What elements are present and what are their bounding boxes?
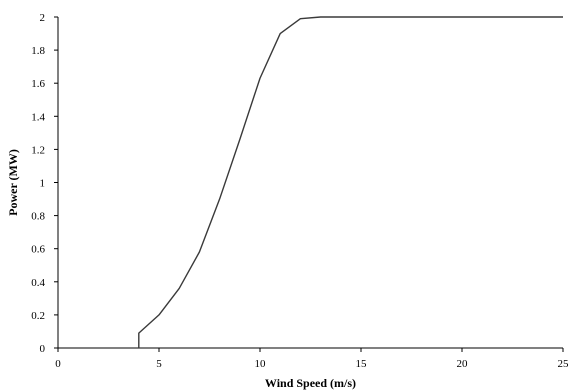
y-tick-label: 0.2 bbox=[31, 310, 45, 322]
y-tick-label: 0 bbox=[40, 343, 46, 355]
series-layer bbox=[138, 16, 563, 348]
x-tick-label: 25 bbox=[558, 358, 570, 370]
x-tick-label: 5 bbox=[156, 358, 162, 370]
x-tick-label: 20 bbox=[457, 358, 469, 370]
y-tick-label: 0.4 bbox=[31, 277, 45, 289]
y-tick-label: 1.2 bbox=[31, 144, 45, 156]
y-tick-label: 0.6 bbox=[31, 244, 45, 256]
y-tick-label: 2 bbox=[40, 12, 46, 24]
y-axis-ticks: 0 0.2 0.4 0.6 0.8 1 1.2 1.4 1.6 1.8 2 bbox=[31, 12, 58, 355]
y-tick-label: 1 bbox=[40, 178, 46, 190]
x-axis-ticks: 0 5 10 15 20 25 bbox=[55, 348, 569, 370]
y-axis-title: Power (MW) bbox=[6, 149, 20, 216]
x-tick-label: 10 bbox=[255, 358, 267, 370]
y-tick-label: 0.8 bbox=[31, 211, 45, 223]
x-axis-title: Wind Speed (m/s) bbox=[265, 376, 356, 390]
x-tick-label: 0 bbox=[55, 358, 61, 370]
y-tick-label: 1.8 bbox=[31, 45, 45, 57]
x-tick-label: 15 bbox=[356, 358, 368, 370]
power-curve-line bbox=[138, 16, 563, 348]
y-tick-label: 1.6 bbox=[31, 78, 45, 90]
y-tick-label: 1.4 bbox=[31, 111, 45, 123]
